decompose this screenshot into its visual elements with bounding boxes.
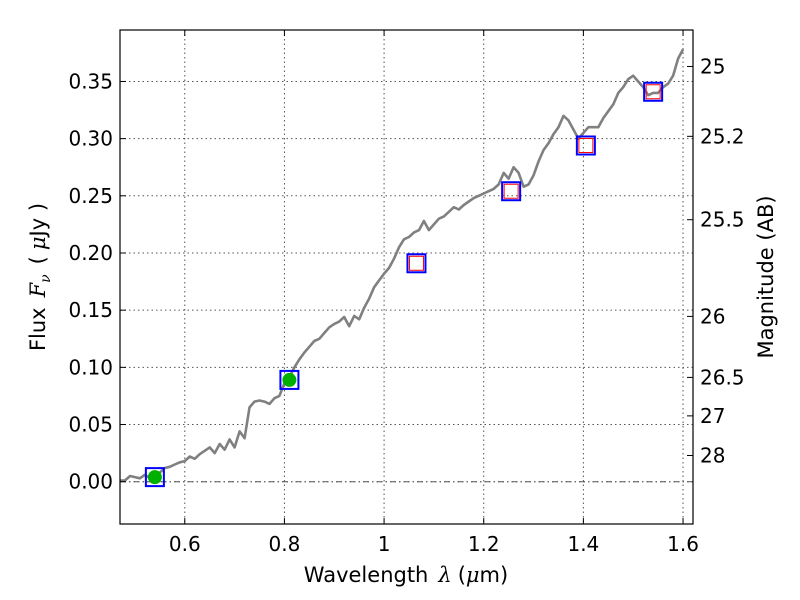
y2-tick-label: 25: [700, 54, 725, 78]
plot-frame: [119, 29, 694, 525]
x-tick-label: 0.8: [269, 532, 301, 556]
y-tick-label: 0.15: [68, 298, 113, 322]
y-tick-label: 0.30: [68, 127, 113, 151]
photometry-box: [144, 467, 165, 488]
y-tick-label: 0.25: [68, 184, 113, 208]
x-tick-label: 1.4: [567, 532, 599, 556]
y-tick-label: 0.05: [68, 413, 113, 437]
x-tick-label: 1: [378, 532, 391, 556]
y-tick-label: 0.20: [68, 241, 113, 265]
photometry-box: [575, 135, 596, 156]
photometry-box: [643, 81, 664, 102]
y-axis-label: FluxFν(μJy ): [26, 203, 54, 351]
y2-tick-label: 25.2: [700, 124, 745, 148]
photometry-box: [279, 369, 300, 390]
y2-axis-label: Magnitude (AB): [754, 195, 778, 358]
y2-tick-label: 28: [700, 443, 725, 467]
photometry-point: [578, 137, 594, 153]
y2-tick-label: 25.5: [700, 208, 745, 232]
photometry-box: [501, 181, 522, 202]
photometry-point: [645, 84, 661, 100]
y-tick-label: 0.10: [68, 355, 113, 379]
x-tick-label: 1.2: [468, 532, 500, 556]
photometry-point: [147, 470, 162, 485]
photometry-point: [282, 372, 297, 387]
photometry-point: [408, 255, 424, 271]
y2-tick-label: 27: [700, 404, 725, 428]
y-tick-label: 0.00: [68, 470, 113, 494]
x-tick-label: 1.6: [667, 532, 699, 556]
photometry-point: [503, 183, 519, 199]
model-spectrum-line: [120, 48, 685, 482]
y-tick-label: 0.35: [68, 69, 113, 93]
photometry-box: [406, 253, 427, 274]
photometry-markers: [144, 81, 664, 488]
y2-tick-label: 26: [700, 304, 725, 328]
y2-tick-label: 26.5: [700, 365, 745, 389]
x-axis-label: Wavelength λ (μm): [304, 563, 508, 587]
x-tick-label: 0.6: [169, 532, 201, 556]
axis-ticks: 0.6 0.8 1 1.2 1.4 1.6 0.00 0.05 0.10 0.15 0.20 0.25…: [68, 30, 745, 556]
